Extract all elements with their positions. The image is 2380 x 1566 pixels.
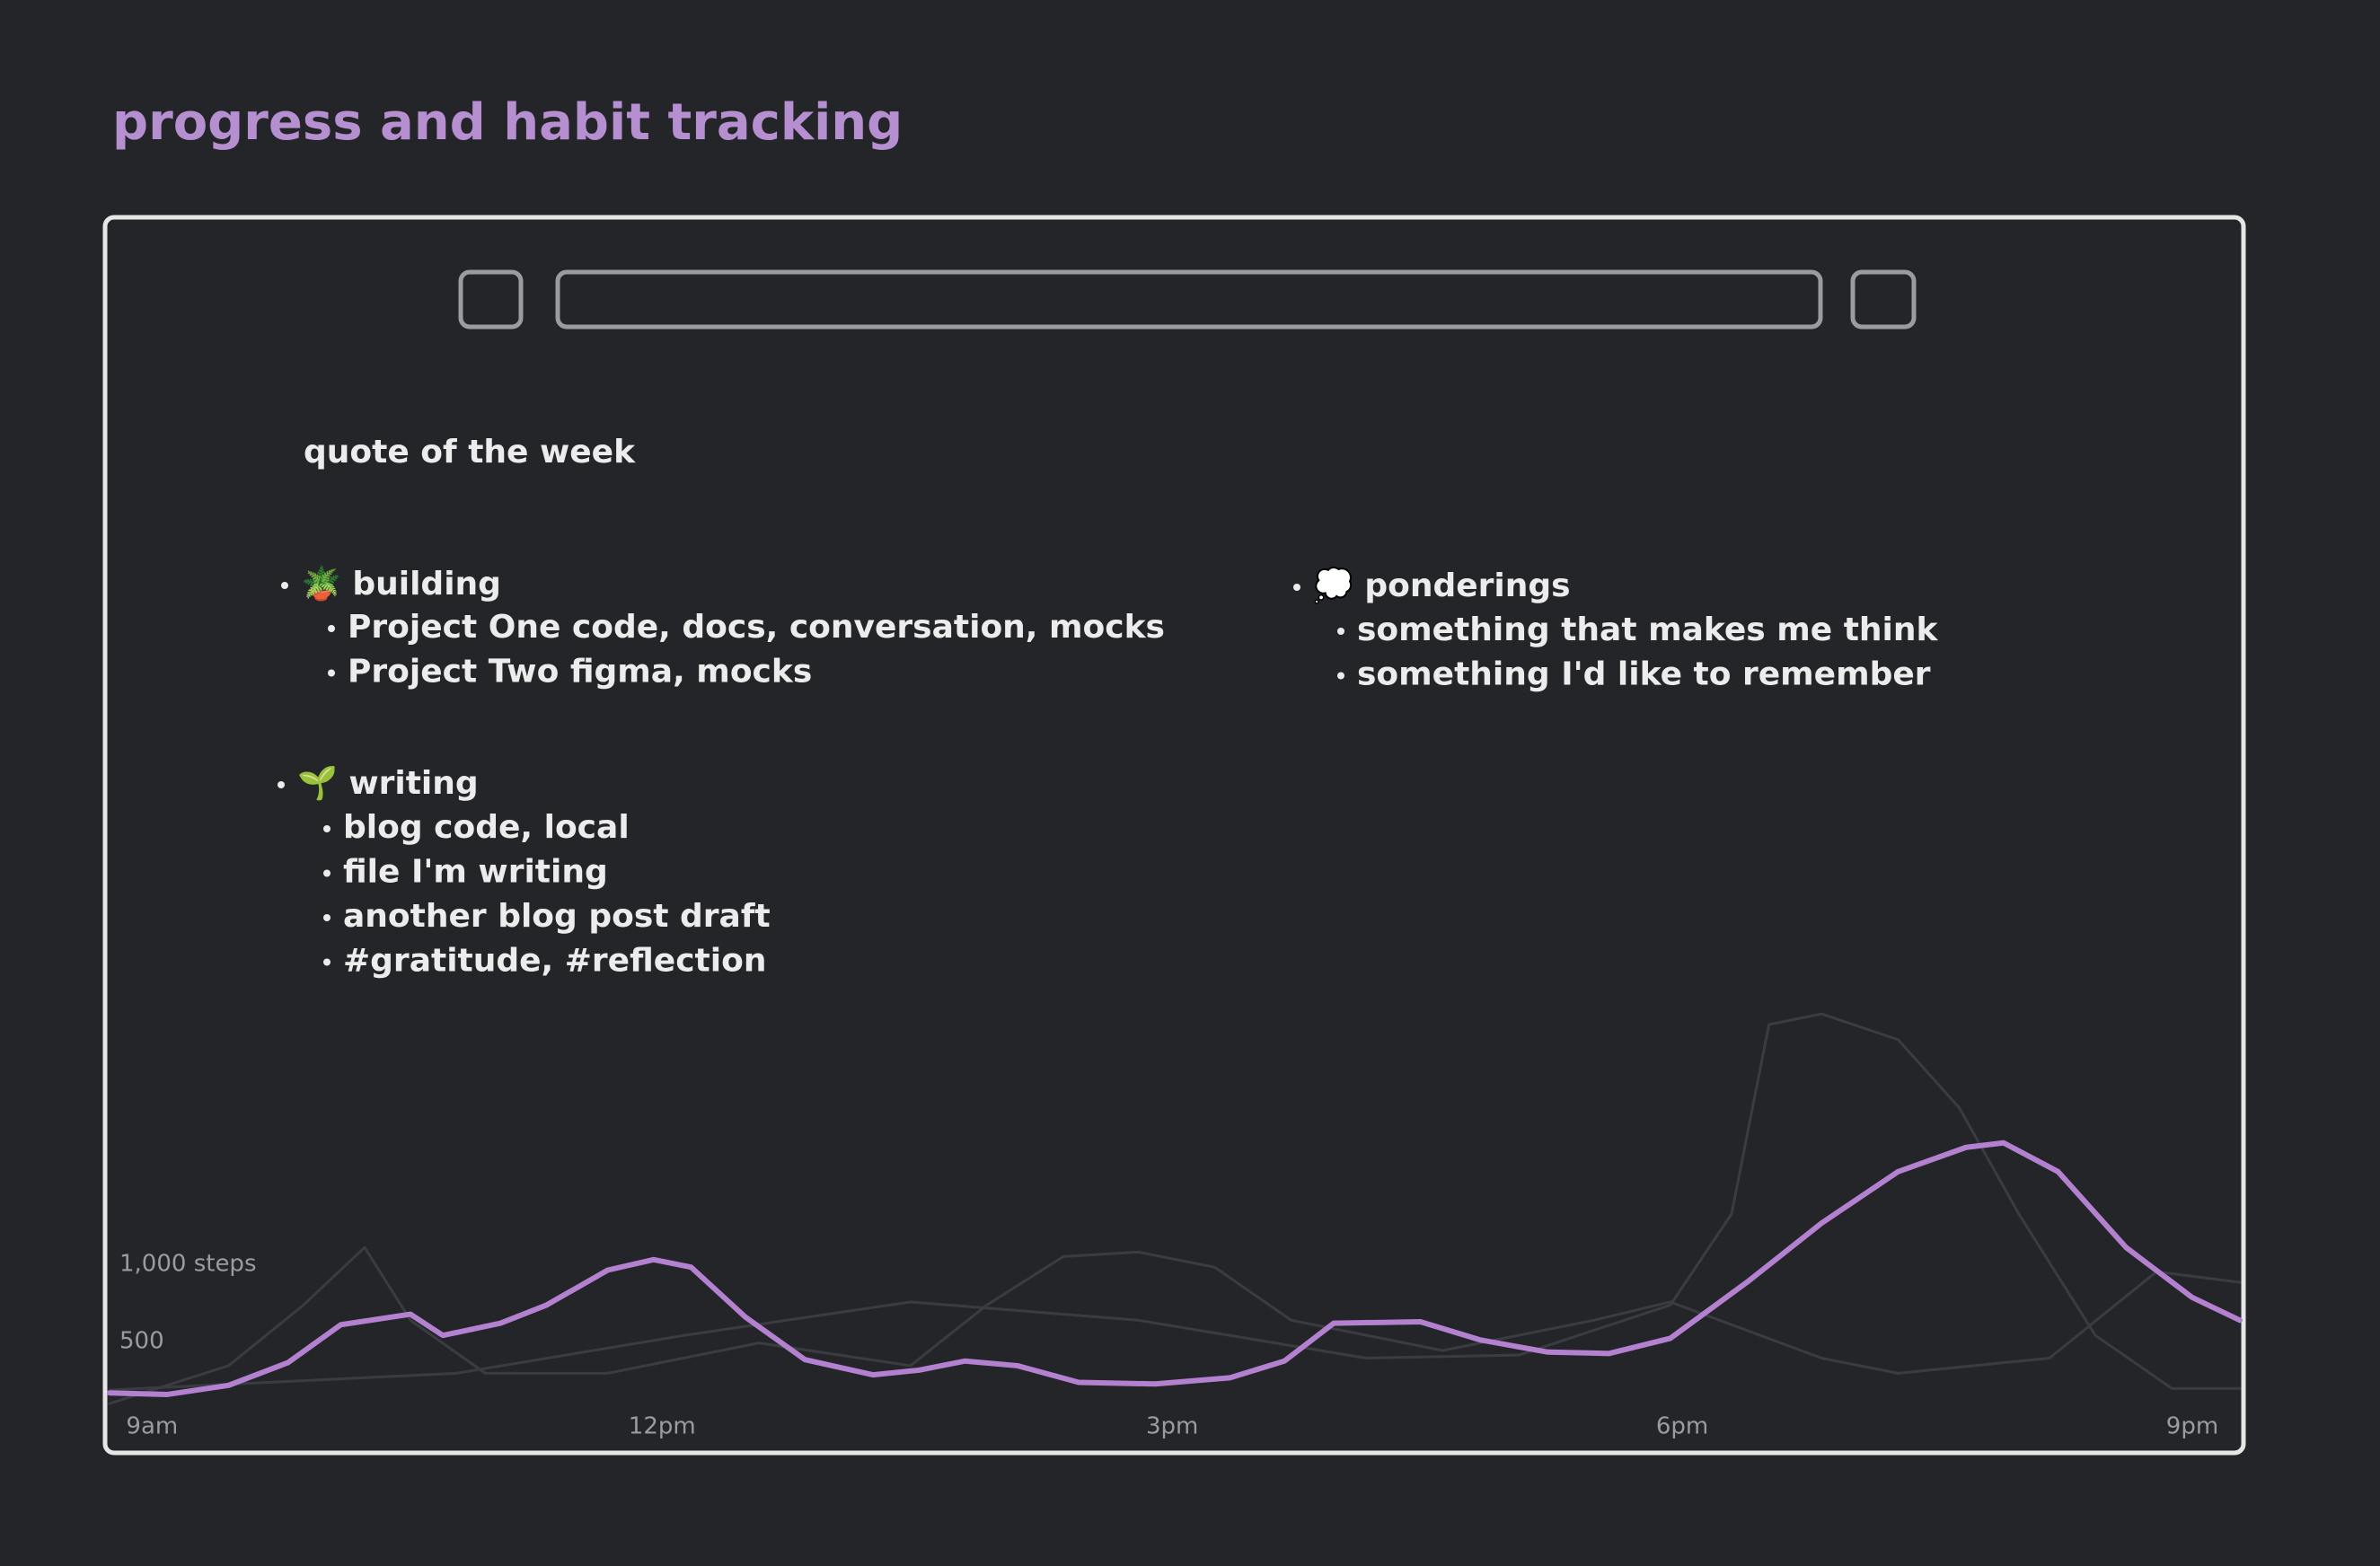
toolbar-button[interactable] <box>1850 269 1917 330</box>
list-item: another blog post draft <box>343 898 771 935</box>
quote-heading: quote of the week <box>304 434 636 471</box>
x-tick-label: 3pm <box>1146 1413 1198 1440</box>
bullet <box>323 958 331 966</box>
list-item: something I'd like to remember <box>1357 656 1931 693</box>
series-line <box>107 1139 2243 1397</box>
bullet <box>278 781 285 788</box>
list-item: something that makes me think <box>1357 611 1938 648</box>
list-title: 🌱 writing <box>297 765 479 802</box>
window <box>102 215 2246 1456</box>
x-tick-label: 12pm <box>629 1413 696 1440</box>
bullet <box>323 825 331 832</box>
bullet <box>1337 628 1344 635</box>
page-title: progress and habit tracking <box>112 93 903 152</box>
list-title: 💭 ponderings <box>1313 566 1571 604</box>
bullet <box>281 582 288 589</box>
bullet <box>328 669 335 677</box>
list-item: Project One code, docs, conversation, mo… <box>348 609 1165 646</box>
y-tick-label: 1,000 steps <box>119 1250 256 1277</box>
series-line <box>108 1012 2242 1392</box>
bullet <box>1293 584 1300 591</box>
bullet <box>1337 672 1344 680</box>
bullet <box>323 869 331 877</box>
x-tick-label: 9pm <box>2166 1413 2218 1440</box>
series-line <box>108 1245 2242 1405</box>
list-item: blog code, local <box>343 809 630 846</box>
list-item: file I'm writing <box>343 854 608 891</box>
search-bar[interactable] <box>555 269 1823 330</box>
list-title: 🪴 building <box>301 564 501 603</box>
list-item: #gratitude, #reflection <box>343 943 766 980</box>
toolbar-button[interactable] <box>458 269 524 330</box>
list-item: Project Two figma, mocks <box>348 654 812 691</box>
bullet <box>328 625 335 632</box>
y-tick-label: 500 <box>119 1327 164 1354</box>
x-tick-label: 9am <box>126 1413 178 1440</box>
bullet <box>323 914 331 921</box>
x-tick-label: 6pm <box>1656 1413 1708 1440</box>
